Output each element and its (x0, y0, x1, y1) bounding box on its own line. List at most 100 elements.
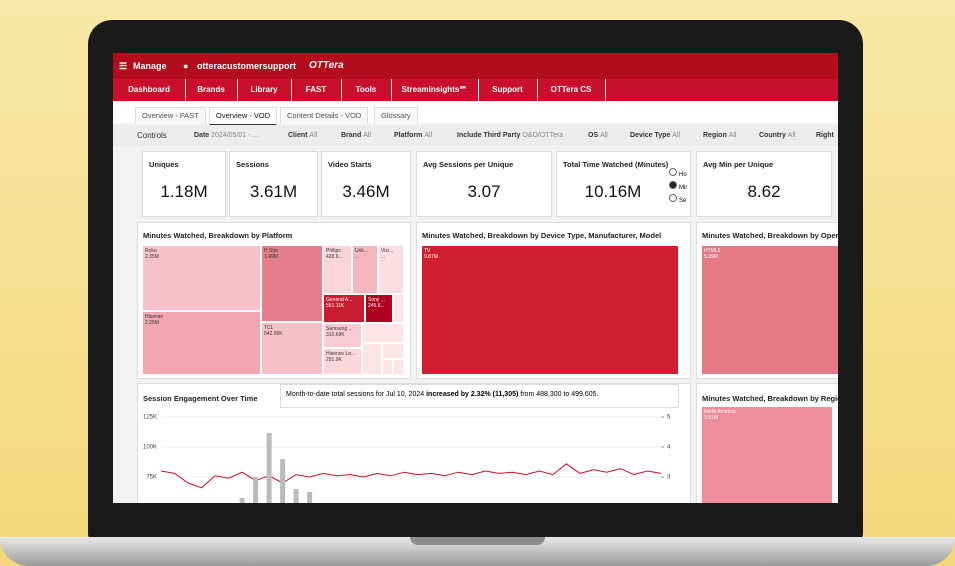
filter[interactable]: Device Type All (630, 125, 680, 146)
engagement-chart: 125K 100K 75K 5 4 3 (143, 415, 671, 503)
cell-label: Roku (145, 248, 157, 254)
filter[interactable]: Brand All (341, 125, 371, 146)
radio-dot (669, 181, 677, 189)
cell-value: 2.35M (145, 254, 159, 260)
filter[interactable]: Include Third Party O&O/OTTera (457, 125, 563, 146)
bar (239, 498, 245, 503)
treemap-cell-small[interactable] (393, 359, 404, 375)
treemap-cell[interactable]: North America 3.51M (701, 406, 833, 503)
treemap-cell[interactable]: Sony ... 245.6... (365, 294, 393, 323)
cell-label: Philips (326, 248, 341, 254)
radio-option[interactable]: Se (669, 194, 686, 204)
cell-value: 551.11K (326, 303, 345, 309)
y-tick-label: 75K (146, 475, 157, 481)
kpi-value: 1.18M (160, 182, 208, 201)
filter-label: Region (703, 132, 727, 139)
menu-item[interactable]: OTTera CS (537, 79, 606, 101)
radio-label: Mir (679, 185, 688, 191)
engagement-panel: Session Engagement Over Time Month-to-da… (137, 383, 691, 503)
cell-value: 310.69K (326, 332, 345, 338)
filter-value: 2024/05/01 - ... (211, 132, 259, 139)
menu-item[interactable]: StreamInsights℠ (391, 79, 479, 101)
treemap-panel: Minutes Watched, Breakdown by Platform R… (137, 222, 411, 379)
manage[interactable]: Manage (133, 61, 167, 71)
menu-item[interactable]: Tools (341, 79, 392, 101)
filter[interactable]: Date 2024/05/01 - ... (194, 125, 258, 146)
menu-item[interactable]: Support (478, 79, 538, 101)
treemap-cell[interactable]: H Star 1.49M (261, 245, 323, 322)
kpi-value: 10.16M (584, 182, 642, 201)
treemap-cell[interactable]: HTML5 5.99M (701, 245, 838, 375)
cell-label: Vizi... (381, 248, 394, 254)
kpi-value: 3.61M (249, 182, 298, 201)
kpi-card: Uniques 1.18M (142, 151, 226, 217)
logo: OTTera (309, 60, 344, 71)
treemap-cell[interactable]: Vizi...... (378, 245, 404, 294)
radio-label: Se (679, 198, 687, 204)
cell-label: Hisense (145, 314, 164, 320)
tab-active[interactable]: Overview - VOD (209, 107, 278, 126)
cell-label: North America (704, 409, 736, 415)
cell-label: H Star (264, 248, 279, 254)
treemap-cell[interactable]: TV 9.87M (421, 245, 679, 375)
user[interactable]: otteracustomersupport (197, 61, 297, 71)
menu-item[interactable]: Brands (185, 79, 238, 101)
controls-bar: Controls Date 2024/05/01 - ... Client All… (113, 125, 838, 146)
filter-label: Date (194, 132, 210, 139)
filter-value: All (672, 132, 681, 139)
note-text: Month-to-date total sessions for Jul 10,… (286, 391, 425, 398)
cell-label: TV (424, 248, 431, 254)
kpi-label: Total Time Watched (Minutes) (563, 160, 669, 169)
radio-option[interactable]: Ho (669, 168, 687, 178)
treemap-cell[interactable]: Hisense 2.25M (142, 311, 261, 375)
filter[interactable]: Country All (759, 125, 796, 146)
filter-label: Platform (394, 132, 423, 139)
cell-value: 9.87M (424, 254, 438, 260)
menu-item[interactable]: FAST (291, 79, 342, 101)
radio-option[interactable]: Mir (669, 181, 687, 191)
treemap-cell-small[interactable] (382, 359, 393, 375)
tab[interactable]: Overview - FAST (135, 107, 206, 124)
filter[interactable]: OS All (588, 125, 608, 146)
menu-icon[interactable]: ☰ (119, 61, 128, 71)
treemap-cell[interactable]: TCL 542.95K (261, 322, 323, 375)
filter-value: O&O/OTTera (522, 132, 564, 139)
cell-label: General A... (326, 297, 353, 303)
treemap: Roku 2.35M Hisense 2.25M H Star 1.49M TCL 542.9… (142, 245, 406, 375)
filter[interactable]: Right (816, 125, 834, 146)
cell-label: Unk... (355, 248, 369, 254)
tab[interactable]: Glossary (374, 107, 418, 124)
filter-value: All (728, 132, 737, 139)
menu-item[interactable]: Library (237, 79, 292, 101)
treemap-cell[interactable]: Roku 2.35M (142, 245, 261, 311)
radio-dot (669, 194, 677, 202)
tab[interactable]: Content Details - VOD (280, 107, 369, 124)
treemap-cell-small[interactable] (382, 343, 404, 359)
radio-label: Ho (679, 172, 687, 178)
filter[interactable]: Platform All (394, 125, 432, 146)
kpi-value: 3.07 (467, 182, 501, 201)
treemap-cell-small[interactable] (362, 343, 382, 375)
operator-panel: Minutes Watched, Breakdown by Operat HTM… (696, 222, 838, 379)
treemap-cell[interactable]: Samsung ... 310.69K (323, 323, 362, 348)
filter[interactable]: Region All (703, 125, 736, 146)
cell-label: Sony ... (368, 297, 385, 303)
filter-label: Right (816, 132, 834, 139)
line (160, 463, 662, 489)
cell-value: ... (355, 254, 360, 260)
filter-label: Device Type (630, 132, 671, 139)
treemap-cell[interactable]: Philips 428.6... (323, 245, 352, 294)
treemap-cell[interactable]: Unk...... (352, 245, 378, 294)
note-bold: increased by 2.32% (11,305) (426, 391, 519, 398)
treemap-cell[interactable]: Hisense Le... 291.9K (323, 348, 362, 375)
filter[interactable]: Client All (288, 125, 317, 146)
treemap-cell-small[interactable] (362, 323, 404, 343)
treemap-cell-small[interactable] (393, 294, 404, 323)
region-panel: Minutes Watched, Breakdown by Region Nor… (696, 383, 838, 503)
filter-label: OS (588, 132, 599, 139)
kpi-label: Avg Min per Unique (703, 160, 774, 169)
cell-label: HTML5 (704, 248, 721, 254)
kpi-card: Avg Min per Unique 8.62 (696, 151, 832, 217)
menu-item[interactable]: Dashboard (113, 79, 186, 101)
treemap-cell[interactable]: General A... 551.11K (323, 294, 365, 323)
